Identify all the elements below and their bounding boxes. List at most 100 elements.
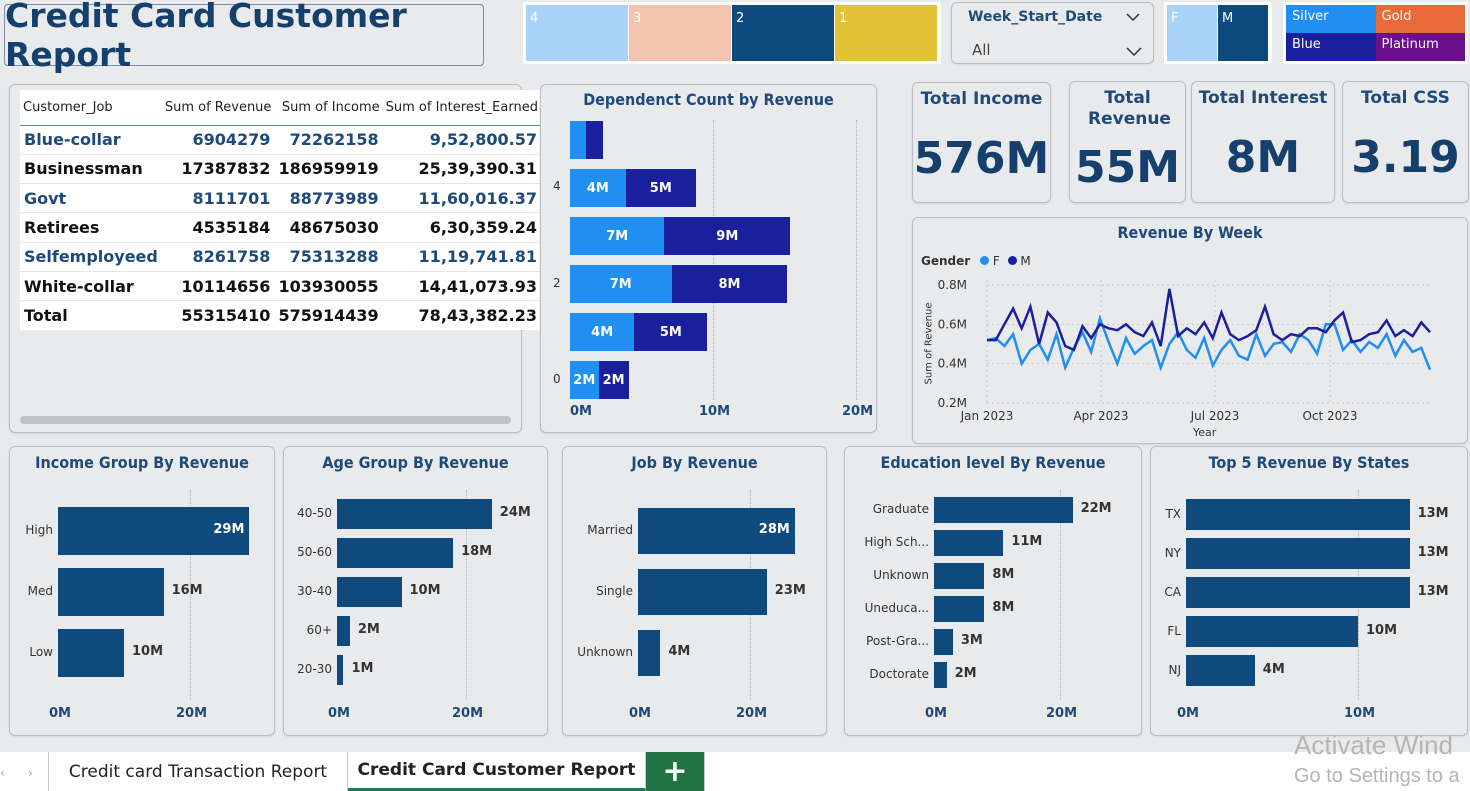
table-row[interactable]: Blue-collar 6904279 72262158 9,52,800.57 [20,125,541,155]
bar-male[interactable] [585,121,603,159]
col-customer-job[interactable]: Customer_Job [20,90,162,126]
dependent-slicer-item[interactable]: 3 [629,5,731,61]
card-category-item[interactable]: Gold [1375,5,1465,33]
bar[interactable] [58,629,124,677]
gridline [1060,490,1061,700]
bar[interactable] [934,530,1004,556]
table-cell: Selfemployeed [20,242,162,272]
y-tick: 2 [553,276,561,290]
bar-label: 13M [1417,544,1449,560]
x-tick: 0M [1177,706,1199,721]
col-sum-revenue[interactable]: Sum of Revenue [161,90,275,126]
week-slicer[interactable]: Week_Start_Date All [951,2,1154,64]
tab-scroll-right-icon[interactable]: › [28,766,33,780]
x-tick: Apr 2023 [1073,409,1128,423]
bar[interactable] [638,508,795,554]
watermark-line1: Activate Wind [1294,730,1453,760]
legend-title: Gender [921,254,971,268]
table-scrollbar[interactable] [20,416,511,424]
bar-female[interactable]: 4M [570,313,635,351]
tab-transaction-report[interactable]: Credit card Transaction Report [48,752,348,791]
bar[interactable] [337,538,454,568]
dependent-slicer-item[interactable]: 4 [526,5,628,61]
table-cell: Blue-collar [20,125,162,155]
bar[interactable] [1186,577,1410,608]
chevron-down-icon[interactable] [1125,43,1143,62]
table-cell: 14,41,073.93 [382,271,541,302]
bar[interactable] [337,577,402,607]
bar[interactable] [934,497,1073,523]
tab-customer-report[interactable]: Credit Card Customer Report [348,752,646,791]
table-total-cell: 575914439 [274,300,383,331]
category-label: 60+ [306,623,332,637]
chart-title: Revenue By Week [1117,223,1263,242]
col-sum-income[interactable]: Sum of Income [274,90,383,126]
bar[interactable] [337,616,350,646]
bar[interactable] [337,499,492,529]
series-line-f[interactable] [986,314,1432,372]
bar[interactable] [934,596,985,622]
bar-female[interactable]: 4M [570,169,626,207]
col-sum-interest[interactable]: Sum of Interest_Earned [382,90,541,126]
bar[interactable] [934,662,947,688]
bar[interactable] [337,655,344,685]
activation-watermark: Activate Wind Go to Settings to a [1294,730,1460,788]
bar[interactable] [638,630,661,676]
bar-male[interactable]: 2M [598,361,629,399]
card-category-item[interactable]: Blue [1286,33,1376,61]
table-cell: 8111701 [161,183,275,214]
card-category-item[interactable]: Silver [1286,5,1376,33]
page-title: Credit Card Customer Report [4,0,484,74]
week-slicer-value[interactable]: All [972,41,991,59]
series-line-m[interactable] [987,288,1431,352]
bar-male[interactable]: 8M [671,265,788,303]
table-row[interactable]: White-collar 10114656 103930055 14,41,073.9… [20,271,541,302]
legend-m: M [1020,254,1031,268]
table-row[interactable]: Govt 8111701 88773989 11,60,016.37 [20,183,541,214]
bar-male[interactable]: 5M [634,313,708,351]
bar[interactable] [1186,499,1410,530]
table-cell: 72262158 [274,125,383,155]
bar-female[interactable] [570,121,586,159]
gender-slicer-item[interactable]: F [1167,5,1217,61]
dependent-slicer-item[interactable]: 1 [835,5,937,61]
bar[interactable] [1186,616,1358,647]
bar[interactable] [934,629,953,655]
category-label: Married [587,523,633,537]
table-row[interactable]: Retirees 4535184 48675030 6,30,359.24 [20,212,541,243]
dependent-slicer-item[interactable]: 2 [732,5,834,61]
x-tick: 10M [699,404,731,419]
bar-female[interactable]: 7M [570,265,672,303]
bar-male[interactable]: 9M [664,217,791,255]
table-cell: 48675030 [274,212,383,243]
category-label: Uneduca... [864,601,929,615]
card-category-slicer[interactable]: Silver Gold Blue Platinum [1283,2,1468,64]
bar-label: 2M [357,622,380,637]
bar-male[interactable]: 5M [625,169,696,207]
add-page-button[interactable]: + [646,752,705,791]
table-row[interactable]: Businessman 17387832 186959919 25,39,390.31 [20,154,541,185]
bar[interactable] [1186,538,1410,569]
bar-label: 10M [1366,622,1398,638]
bar-female[interactable]: 7M [570,217,665,255]
tab-scroll-left-icon[interactable]: ‹ [0,766,5,780]
bar[interactable] [638,569,767,615]
bar-female[interactable]: 2M [570,361,599,399]
bar[interactable] [934,563,985,589]
bar[interactable] [1186,655,1255,686]
table-row[interactable]: Selfemployeed 8261758 75313288 11,19,741.81 [20,242,541,272]
table-cell: 25,39,390.31 [382,154,541,185]
card-category-item[interactable]: Platinum [1375,33,1465,61]
bar[interactable] [58,568,164,616]
x-tick: 0M [49,706,71,721]
bar[interactable] [58,507,250,555]
y-tick: 0 [553,372,561,386]
table-cell: 11,60,016.37 [382,183,541,214]
chevron-up-icon[interactable] [1125,7,1141,26]
table-total-cell: Total [20,300,162,331]
gender-slicer-item[interactable]: M [1218,5,1268,61]
bar-label: 23M [774,583,806,598]
